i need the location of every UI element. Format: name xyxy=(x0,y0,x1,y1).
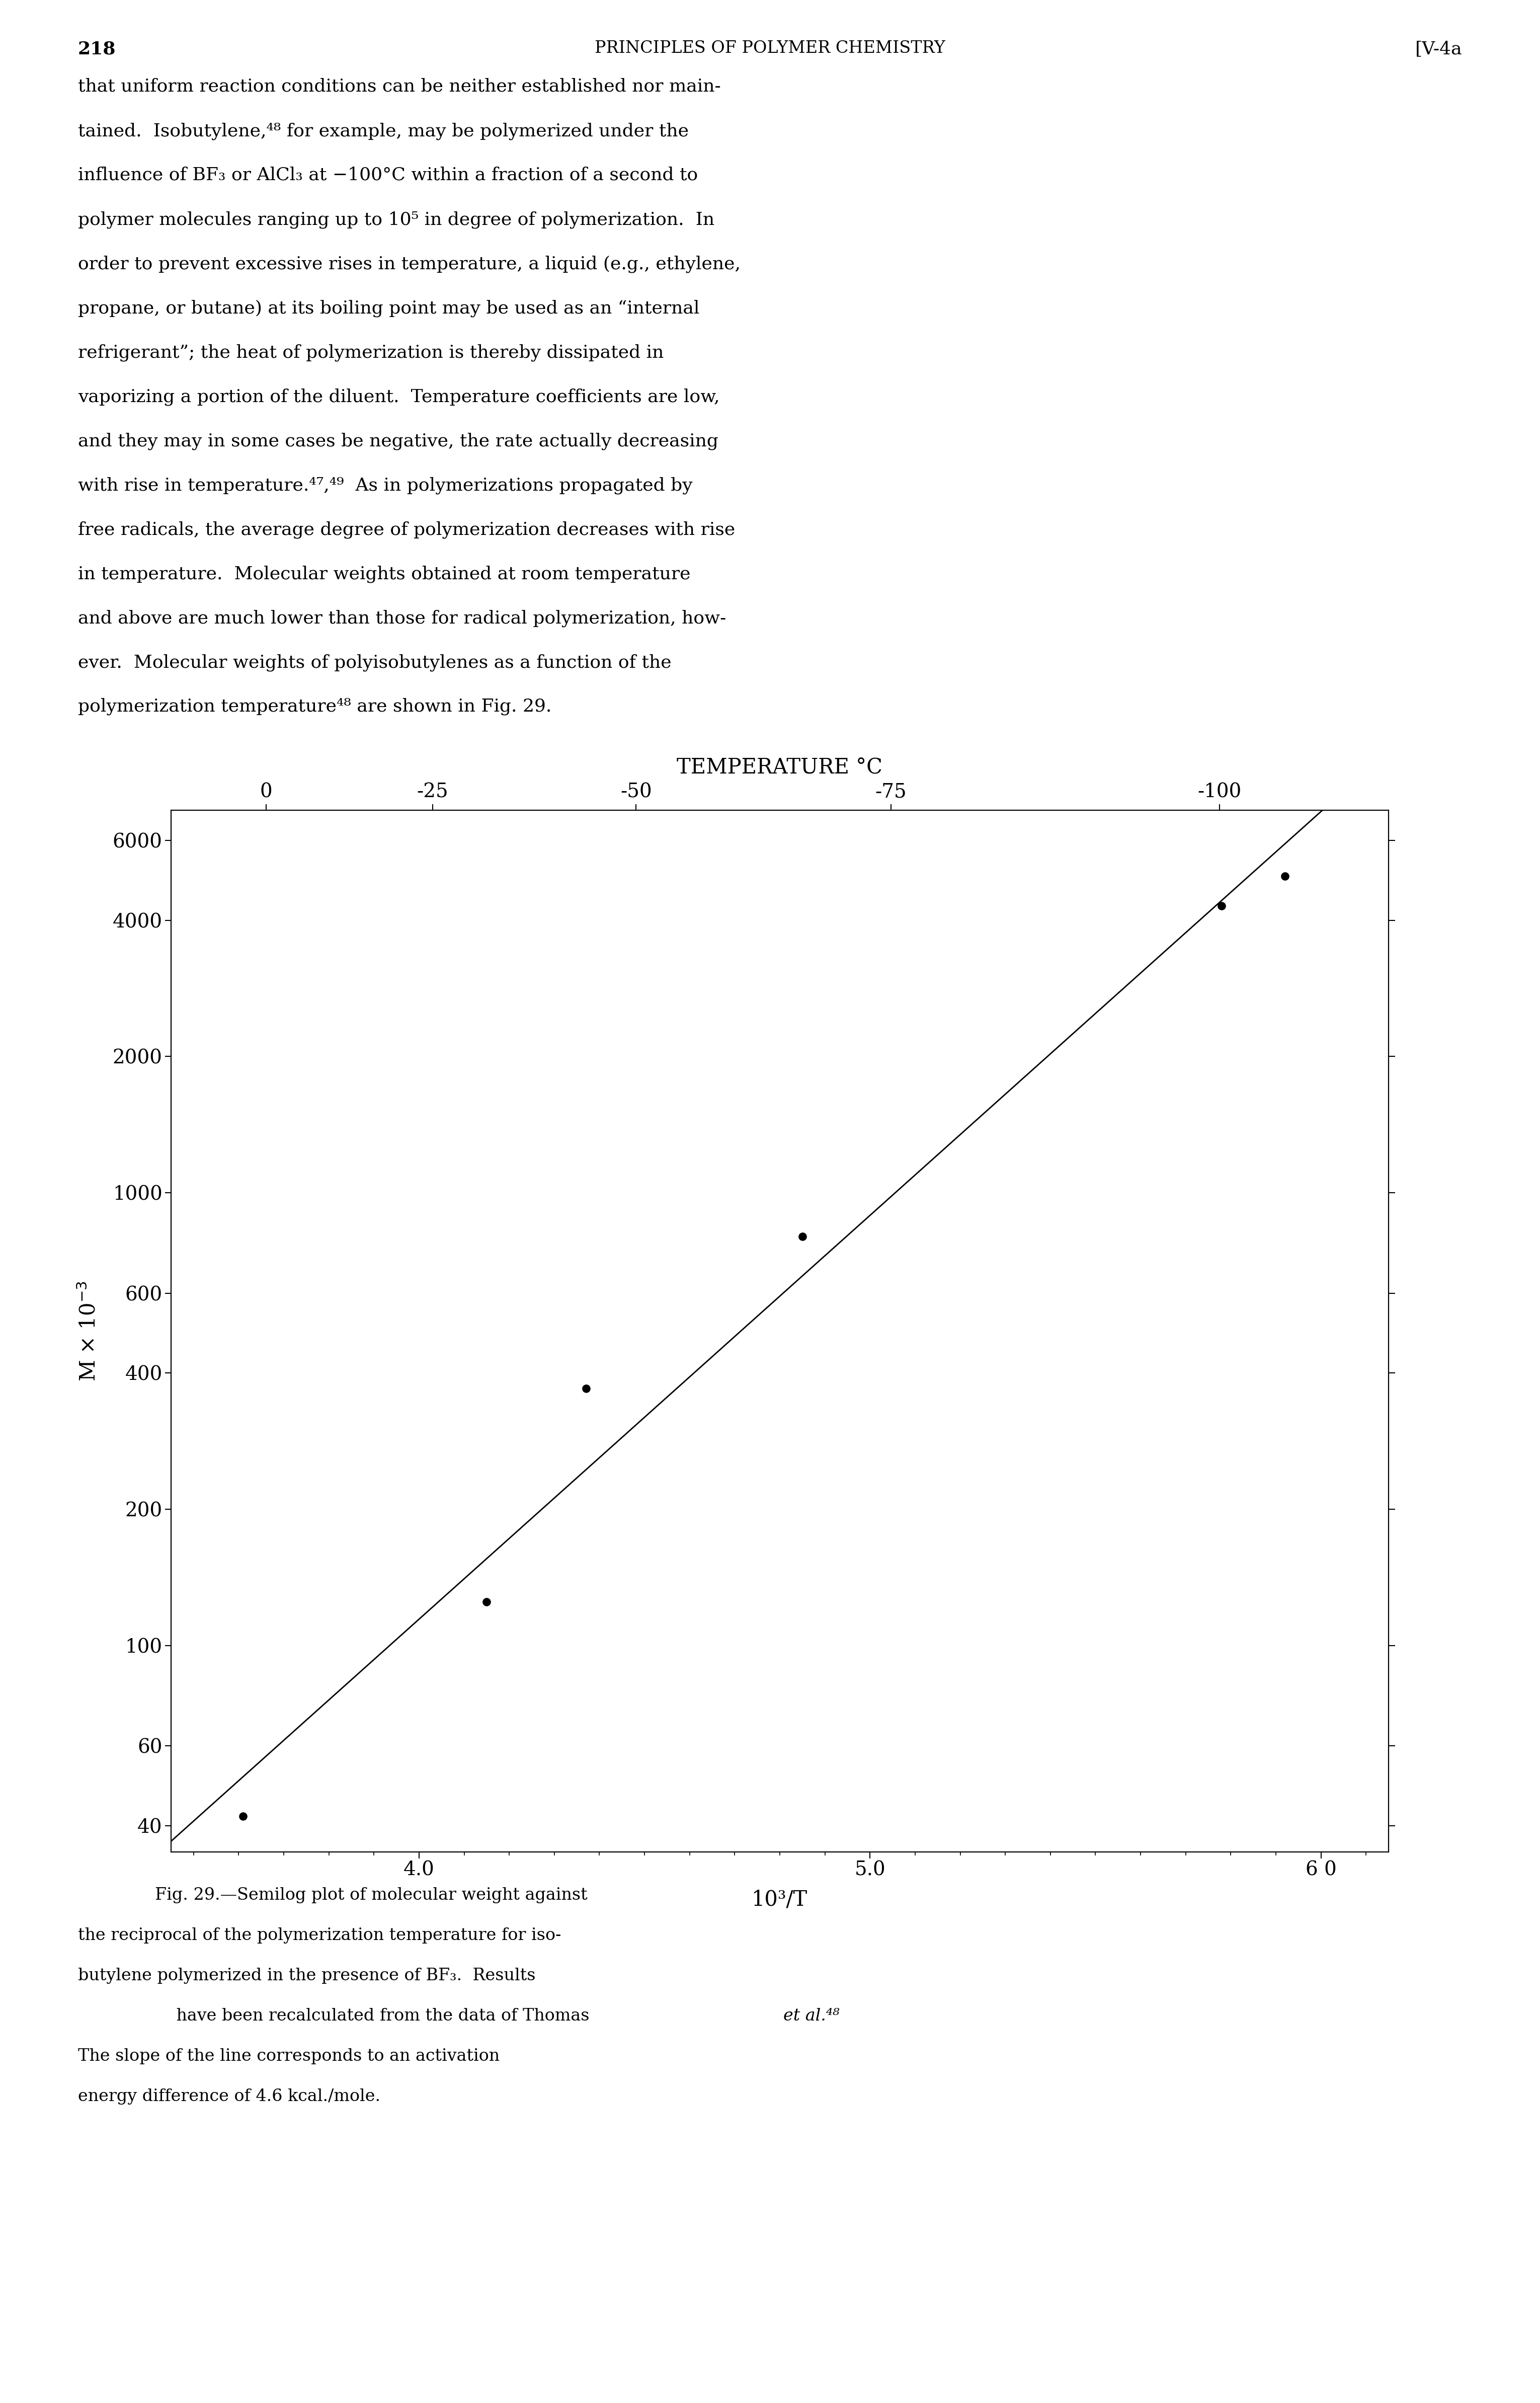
Point xyxy=(1209,887,1234,925)
Text: have been recalculated from the data of Thomas: have been recalculated from the data of … xyxy=(156,2009,594,2023)
Text: in temperature.  Molecular weights obtained at room temperature: in temperature. Molecular weights obtain… xyxy=(79,565,690,582)
Point xyxy=(790,1218,815,1257)
Text: et al.⁴⁸: et al.⁴⁸ xyxy=(784,2009,839,2023)
Text: order to prevent excessive rises in temperature, a liquid (e.g., ethylene,: order to prevent excessive rises in temp… xyxy=(79,255,741,272)
Text: refrigerant”; the heat of polymerization is thereby dissipated in: refrigerant”; the heat of polymerization… xyxy=(79,344,664,360)
Text: PRINCIPLES OF POLYMER CHEMISTRY: PRINCIPLES OF POLYMER CHEMISTRY xyxy=(594,41,946,55)
Text: [V-4a: [V-4a xyxy=(1415,41,1461,58)
Text: Fig. 29.—Semilog plot of molecular weight against: Fig. 29.—Semilog plot of molecular weigh… xyxy=(156,1886,587,1903)
Text: and above are much lower than those for radical polymerization, how-: and above are much lower than those for … xyxy=(79,610,727,627)
Text: tained.  Isobutylene,⁴⁸ for example, may be polymerized under the: tained. Isobutylene,⁴⁸ for example, may … xyxy=(79,123,688,139)
Point xyxy=(1272,858,1297,896)
Text: free radicals, the average degree of polymerization decreases with rise: free radicals, the average degree of pol… xyxy=(79,521,735,538)
Point xyxy=(573,1370,598,1408)
Text: propane, or butane) at its boiling point may be used as an “internal: propane, or butane) at its boiling point… xyxy=(79,300,699,317)
X-axis label: TEMPERATURE °C: TEMPERATURE °C xyxy=(678,757,882,779)
Text: polymerization temperature⁴⁸ are shown in Fig. 29.: polymerization temperature⁴⁸ are shown i… xyxy=(79,697,551,716)
Text: and they may in some cases be negative, the rate actually decreasing: and they may in some cases be negative, … xyxy=(79,433,718,449)
Text: vaporizing a portion of the diluent.  Temperature coefficients are low,: vaporizing a portion of the diluent. Tem… xyxy=(79,387,719,406)
Text: the reciprocal of the polymerization temperature for iso-: the reciprocal of the polymerization tem… xyxy=(79,1927,561,1944)
Text: polymer molecules ranging up to 10⁵ in degree of polymerization.  In: polymer molecules ranging up to 10⁵ in d… xyxy=(79,211,715,228)
Text: ever.  Molecular weights of polyisobutylenes as a function of the: ever. Molecular weights of polyisobutyle… xyxy=(79,654,671,670)
Text: butylene polymerized in the presence of BF₃.  Results: butylene polymerized in the presence of … xyxy=(79,1968,536,1985)
Text: energy difference of 4.6 kcal./mole.: energy difference of 4.6 kcal./mole. xyxy=(79,2088,380,2105)
Text: that uniform reaction conditions can be neither established nor main-: that uniform reaction conditions can be … xyxy=(79,77,721,96)
Text: The slope of the line corresponds to an activation: The slope of the line corresponds to an … xyxy=(79,2047,499,2064)
Text: 218: 218 xyxy=(79,41,116,58)
Text: influence of BF₃ or AlCl₃ at −100°C within a fraction of a second to: influence of BF₃ or AlCl₃ at −100°C with… xyxy=(79,166,698,183)
Text: with rise in temperature.⁴⁷,⁴⁹  As in polymerizations propagated by: with rise in temperature.⁴⁷,⁴⁹ As in pol… xyxy=(79,476,693,495)
Y-axis label: M × 10$^{-3}$: M × 10$^{-3}$ xyxy=(79,1281,100,1382)
Point xyxy=(474,1584,499,1622)
X-axis label: 10³/T: 10³/T xyxy=(752,1889,809,1910)
Point xyxy=(231,1797,256,1836)
